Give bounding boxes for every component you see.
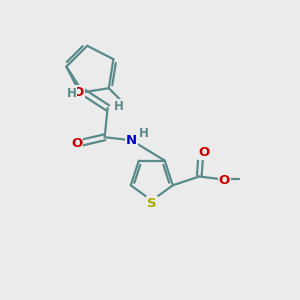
Text: O: O (73, 86, 84, 99)
Text: N: N (126, 134, 137, 147)
Text: H: H (67, 87, 76, 100)
Text: O: O (71, 136, 82, 150)
Text: H: H (114, 100, 124, 113)
Text: O: O (219, 174, 230, 188)
Text: O: O (198, 146, 209, 159)
Text: S: S (147, 197, 157, 210)
Text: H: H (139, 127, 148, 140)
